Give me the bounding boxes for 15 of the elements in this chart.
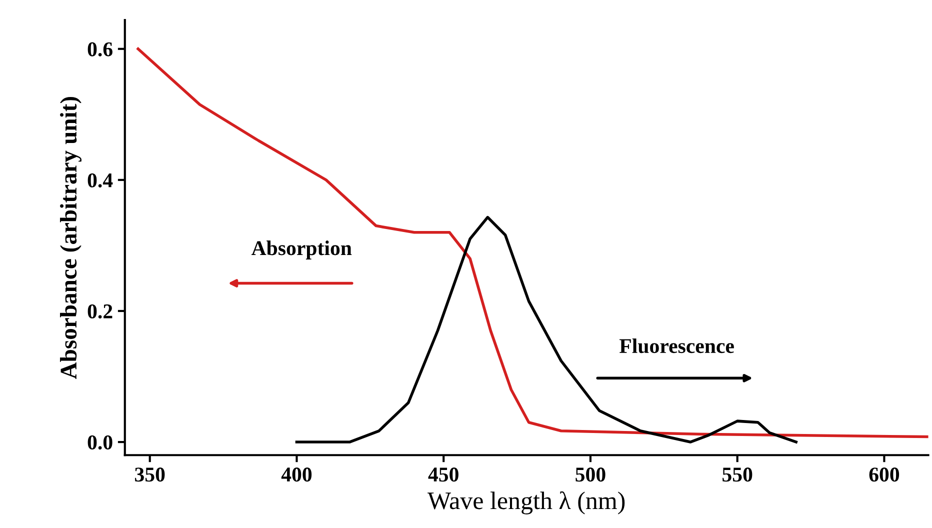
x-tick-label: 450	[428, 468, 458, 482]
x-axis-title: Wave length λ (nm)	[427, 491, 625, 514]
annotation: Fluorescence	[620, 338, 734, 354]
x-tick-label: 400	[281, 468, 312, 482]
y-tick-label: 0.4	[88, 173, 113, 188]
x-tick-label: 350	[135, 468, 165, 482]
y-tick-label: 0.2	[88, 304, 112, 319]
y-tick-label: 0.0	[88, 435, 112, 450]
y-axis-title: Absorbance (arbitrary unit)	[60, 96, 82, 380]
line-series	[136, 48, 928, 438]
annotation: Absorption	[251, 240, 352, 260]
x-tick-label: 500	[576, 468, 606, 482]
x-tick-label: 550	[722, 468, 752, 482]
y-tick-label: 0.6	[88, 42, 112, 56]
x-tick-label: 600	[869, 468, 900, 482]
